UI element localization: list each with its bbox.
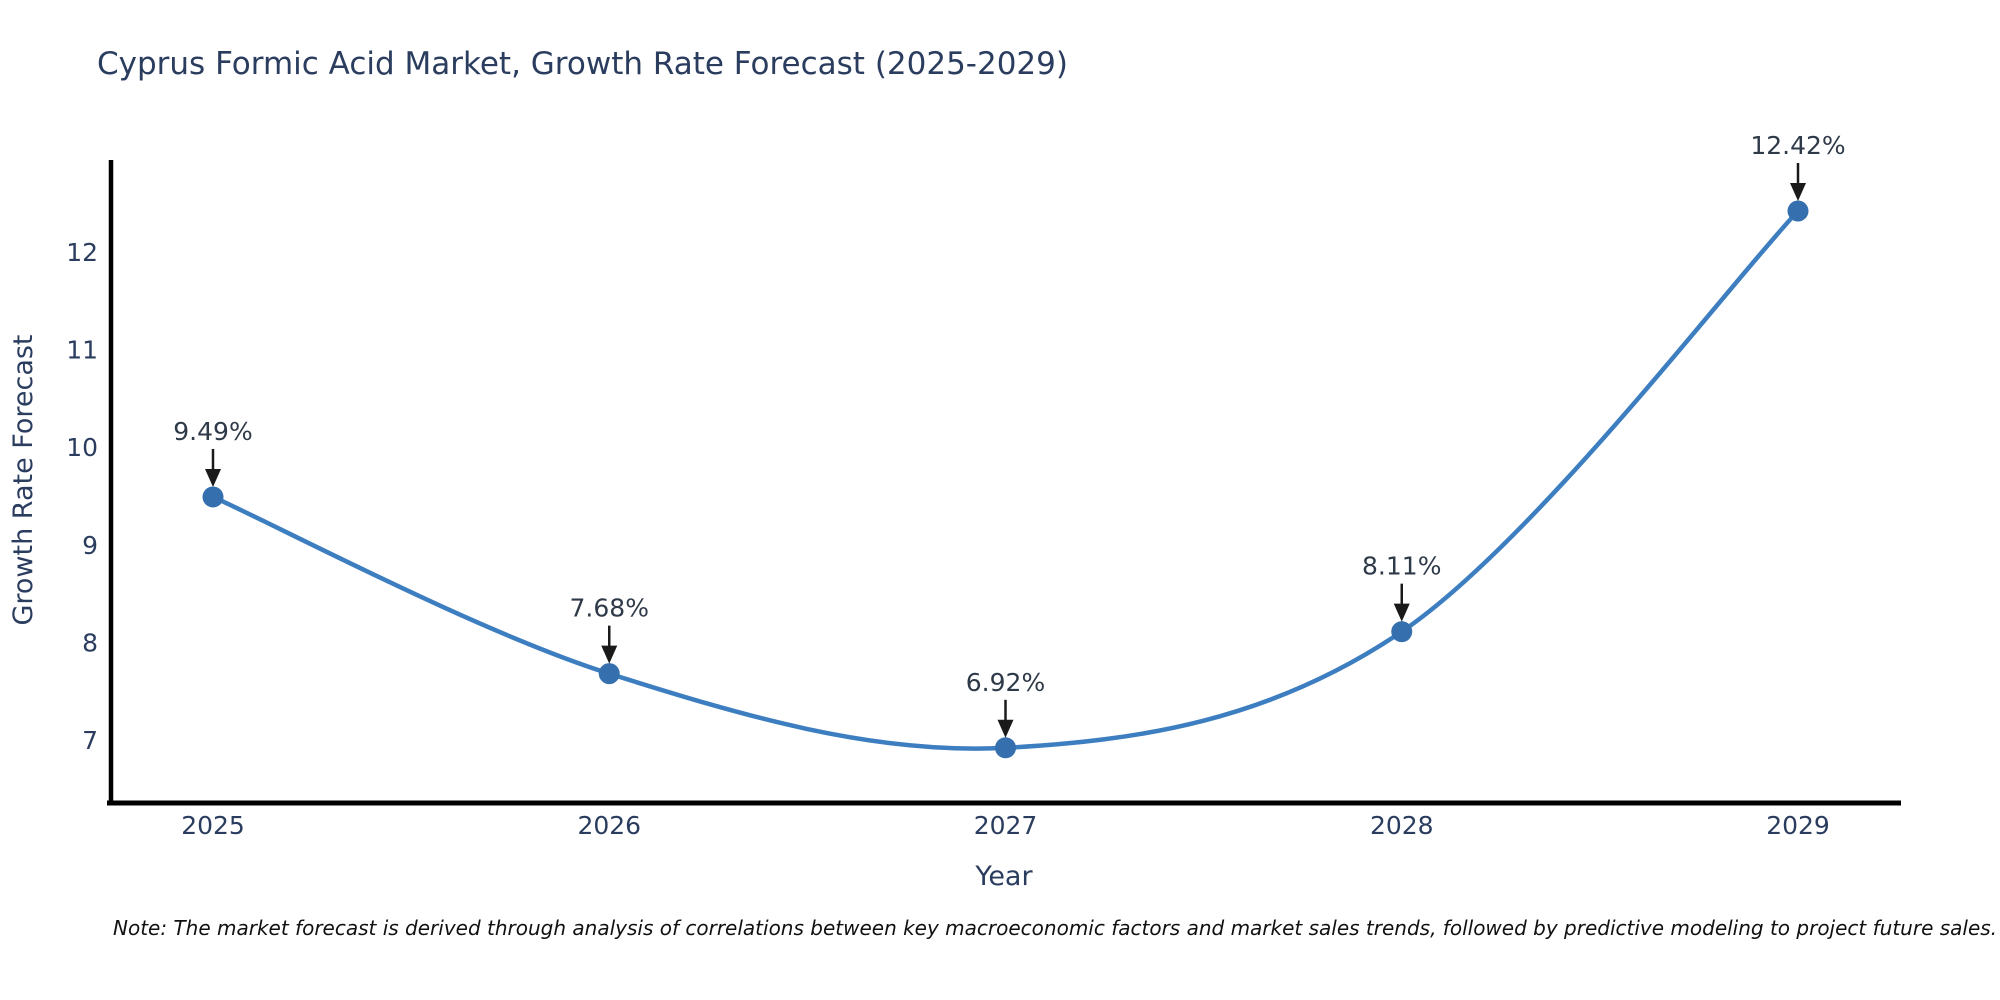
annotation-label: 9.49% bbox=[173, 417, 252, 446]
y-tick-label: 9 bbox=[82, 531, 98, 560]
axes-spines bbox=[107, 160, 1901, 806]
y-tick-label: 12 bbox=[66, 238, 98, 267]
x-tick-label: 2025 bbox=[181, 811, 245, 840]
annotation-arrowhead bbox=[601, 645, 618, 664]
annotation-label: 6.92% bbox=[966, 668, 1045, 697]
y-tick-label: 10 bbox=[66, 433, 98, 462]
x-axis-ticks: 2025 2026 2027 2028 2029 bbox=[181, 811, 1830, 840]
data-point-marker bbox=[995, 737, 1016, 759]
y-tick-label: 8 bbox=[82, 628, 98, 657]
y-axis-title: Growth Rate Forecast bbox=[8, 334, 39, 625]
chart-title: Cyprus Formic Acid Market, Growth Rate F… bbox=[97, 46, 1068, 82]
x-axis-title: Year bbox=[974, 861, 1033, 892]
x-tick-label: 2028 bbox=[1370, 811, 1434, 840]
footnote: Note: The market forecast is derived thr… bbox=[113, 916, 1998, 940]
annotation-arrowhead bbox=[1790, 183, 1806, 202]
x-tick-label: 2026 bbox=[577, 811, 641, 840]
annotation-arrowhead bbox=[1393, 603, 1410, 622]
point-annotation: 9.49% bbox=[173, 417, 253, 487]
data-point-marker bbox=[202, 486, 224, 508]
y-axis-ticks: 7 8 9 10 11 12 bbox=[66, 238, 98, 755]
annotation-label: 12.42% bbox=[1750, 131, 1845, 160]
data-point-marker bbox=[598, 663, 620, 685]
x-tick-label: 2029 bbox=[1766, 811, 1830, 840]
y-tick-label: 7 bbox=[82, 726, 98, 755]
series-line bbox=[210, 208, 1801, 751]
point-annotations: 9.49% 7.68% 6.92% 8.11% 12.42% bbox=[173, 131, 1846, 738]
annotation-arrowhead bbox=[997, 719, 1014, 738]
annotation-label: 7.68% bbox=[570, 594, 649, 623]
annotation-arrowhead bbox=[205, 468, 221, 487]
data-point-marker bbox=[1391, 621, 1413, 643]
point-annotation: 7.68% bbox=[570, 594, 649, 664]
annotation-label: 8.11% bbox=[1362, 552, 1441, 581]
point-annotation: 8.11% bbox=[1362, 552, 1441, 622]
y-tick-label: 11 bbox=[66, 336, 98, 365]
point-annotation: 12.42% bbox=[1750, 131, 1846, 202]
data-point-marker bbox=[1787, 200, 1809, 222]
point-annotation: 6.92% bbox=[966, 668, 1045, 738]
x-tick-label: 2027 bbox=[974, 811, 1038, 840]
line-series bbox=[202, 200, 1809, 759]
